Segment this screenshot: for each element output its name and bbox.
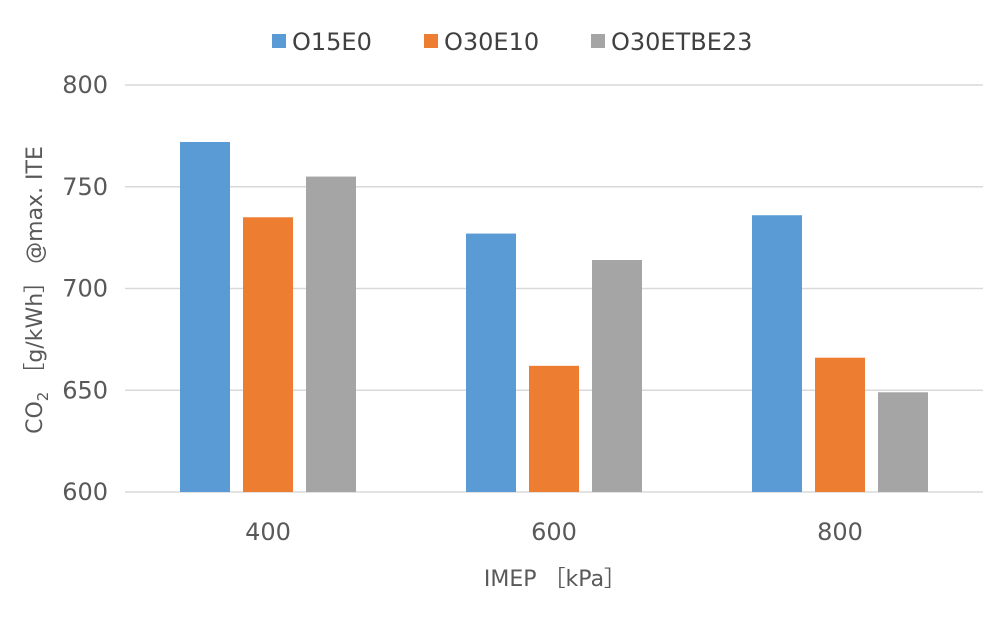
y-tick-label-600: 600 xyxy=(62,478,108,506)
bar-O30E10-800 xyxy=(815,357,865,492)
legend-label-O30ETBE23: O30ETBE23 xyxy=(611,28,752,56)
y-tick-label-750: 750 xyxy=(62,173,108,201)
y-axis-title-prefix: CO xyxy=(23,401,48,434)
x-tick-label-400: 400 xyxy=(245,518,291,546)
legend-label-O30E10: O30E10 xyxy=(444,28,539,56)
x-axis-title: IMEP ［kPa］ xyxy=(484,567,626,592)
y-tick-label-700: 700 xyxy=(62,275,108,303)
legend-swatch-O30ETBE23 xyxy=(591,34,605,48)
bar-O30ETBE23-800 xyxy=(878,392,928,492)
x-axis-ticks: 400 600 800 xyxy=(245,518,863,546)
bar-O30ETBE23-600 xyxy=(592,260,642,492)
bar-O30ETBE23-400 xyxy=(306,176,356,492)
legend: O15E0 O30E10 O30ETBE23 xyxy=(272,28,752,56)
y-axis-title-suffix: ［g/kWh］ @max. ITE xyxy=(23,146,48,392)
y-axis-title-subscript: 2 xyxy=(34,392,52,402)
legend-swatch-O30E10 xyxy=(424,34,438,48)
bars xyxy=(180,141,928,493)
bar-O30E10-600 xyxy=(529,365,579,492)
x-tick-label-800: 800 xyxy=(817,518,863,546)
legend-label-O15E0: O15E0 xyxy=(292,28,372,56)
bar-O15E0-800 xyxy=(752,215,802,493)
x-tick-label-600: 600 xyxy=(531,518,577,546)
y-axis-title: CO2 ［g/kWh］ @max. ITE xyxy=(23,146,52,434)
y-tick-label-800: 800 xyxy=(62,71,108,99)
bar-O15E0-400 xyxy=(180,141,230,493)
legend-swatch-O15E0 xyxy=(272,34,286,48)
bar-O15E0-600 xyxy=(466,233,516,492)
bar-O30E10-400 xyxy=(243,217,293,492)
y-tick-label-650: 650 xyxy=(62,376,108,404)
y-axis-ticks: 600 650 700 750 800 xyxy=(62,71,108,506)
